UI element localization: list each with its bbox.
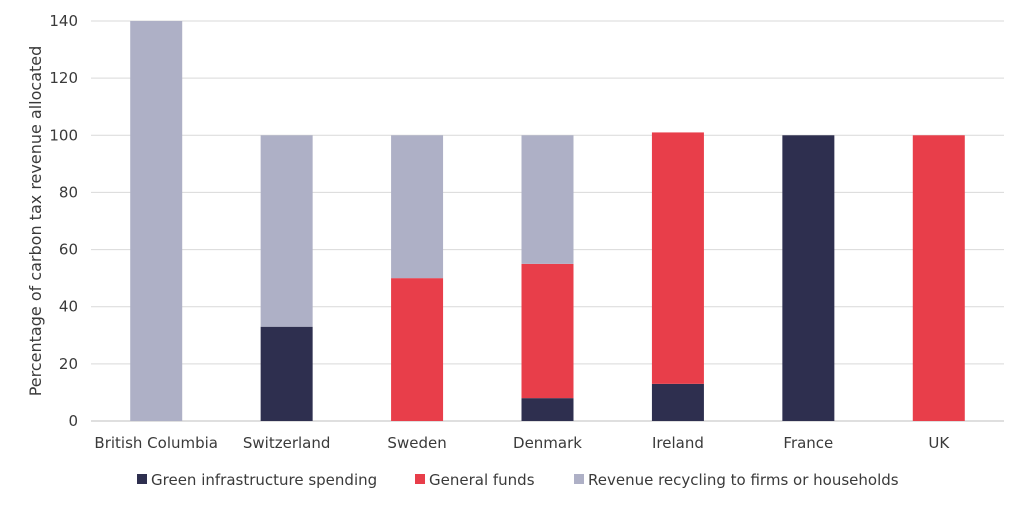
- bar-segment: [260, 326, 313, 421]
- legend-label: Revenue recycling to firms or households: [588, 471, 899, 489]
- bar-segment: [651, 383, 704, 421]
- bar-segment: [912, 135, 965, 422]
- y-axis-label: Percentage of carbon tax revenue allocat…: [26, 46, 45, 397]
- x-tick-label: Ireland: [652, 434, 704, 452]
- y-axis-ticks: 0 20 40 60 80 100 120 140: [49, 12, 78, 430]
- y-tick-label: 40: [59, 298, 78, 316]
- legend: Green infrastructure spending General fun…: [137, 471, 899, 489]
- bar-segment: [130, 21, 183, 421]
- legend-label: Green infrastructure spending: [151, 471, 377, 489]
- x-tick-label: Denmark: [513, 434, 582, 452]
- legend-swatch: [137, 474, 147, 484]
- x-tick-label: British Columbia: [94, 434, 218, 452]
- y-tick-label: 80: [59, 183, 78, 201]
- bar-segment: [521, 135, 574, 264]
- y-tick-label: 120: [49, 69, 78, 87]
- bar-segment: [391, 278, 444, 421]
- bar-segment: [260, 135, 313, 327]
- bar-segment: [521, 263, 574, 399]
- x-tick-label: Switzerland: [243, 434, 331, 452]
- bar-segment: [391, 135, 444, 279]
- x-tick-label: Sweden: [387, 434, 446, 452]
- y-tick-label: 0: [68, 412, 78, 430]
- x-axis-ticks: British Columbia Switzerland Sweden Denmark…: [94, 434, 950, 452]
- legend-swatch: [574, 474, 584, 484]
- bars: [130, 21, 965, 422]
- y-tick-label: 100: [49, 126, 78, 144]
- y-tick-label: 60: [59, 241, 78, 259]
- x-tick-label: France: [783, 434, 833, 452]
- bar-segment: [521, 398, 574, 421]
- y-tick-label: 20: [59, 355, 78, 373]
- bar-segment: [782, 135, 835, 422]
- x-tick-label: UK: [928, 434, 950, 452]
- bar-segment: [651, 132, 704, 384]
- y-tick-label: 140: [49, 12, 78, 30]
- legend-label: General funds: [429, 471, 535, 489]
- legend-swatch: [415, 474, 425, 484]
